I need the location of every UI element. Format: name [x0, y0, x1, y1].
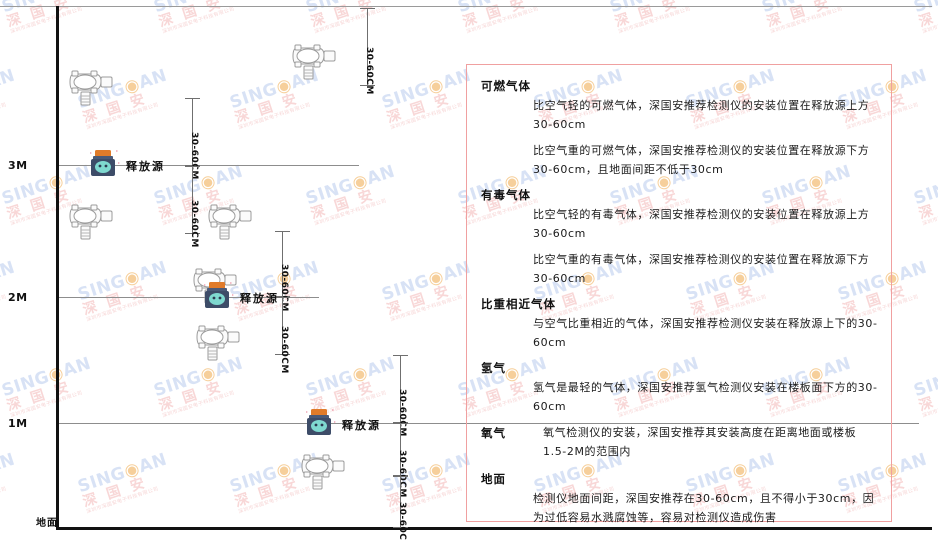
guideline-section: 比重相近气体与空气比重相近的气体，深国安推荐检测仪安装在释放源上下的30-60c…: [481, 296, 879, 353]
dimension-bar: [400, 423, 401, 476]
dimension-cap-bottom: [275, 354, 290, 355]
gas-detector-icon: [195, 323, 243, 369]
guideline-heading: 有毒气体: [481, 187, 531, 202]
level-line-3m: [59, 165, 359, 166]
dimension-cap-bottom: [275, 296, 290, 297]
release-source-icon: [202, 279, 236, 317]
dimension-bar: [192, 166, 193, 234]
dimension-30-60cm: 30-60CM: [355, 8, 379, 95]
dimension-30-60cm: 30-60CM: [270, 297, 294, 374]
guideline-section: 地面检测仪地面间距，深国安推荐在30-60cm，且不得小于30cm，因为过低容易…: [481, 471, 879, 528]
gas-detector-glyph: [69, 70, 113, 106]
guideline-paragraph: 检测仪地面间距，深国安推荐在30-60cm，且不得小于30cm，因为过低容易水溅…: [533, 491, 875, 524]
watermark-brand-en: SING◉AN: [0, 449, 18, 478]
dimension-label: 30-60CM: [279, 326, 289, 374]
watermark-brand-cn: 深 国 安: [0, 468, 22, 511]
watermark-brand-en: SING◉AN: [0, 65, 18, 94]
dimension-cap-top: [393, 355, 408, 356]
dimension-cap-top: [275, 297, 290, 298]
dimension-cap-bottom: [360, 85, 375, 86]
dimension-30-60cm: 30-60CM: [180, 98, 204, 180]
guideline-paragraph: 氢气是最轻的气体，深国安推荐氢气检测仪安装在楼板面下方的30-60cm: [533, 381, 878, 413]
gas-detector-icon: [291, 42, 339, 88]
panel-content: 可燃气体 比空气轻的可燃气体，深国安推荐检测仪的安装位置在释放源上方30-60cm…: [467, 65, 891, 541]
axis-label-2m: 2M: [8, 291, 28, 304]
gas-detector-glyph: [301, 454, 345, 490]
dimension-30-60cm: 30-60CM: [270, 231, 294, 312]
watermark-company: 深圳市深国安电子科技有限公司: [0, 101, 8, 131]
dimension-bar: [282, 231, 283, 297]
guideline-paragraph: 比空气轻的可燃气体，深国安推荐检测仪的安装位置在释放源上方30-60cm: [533, 99, 870, 132]
dimension-30-60cm: 30-60CM: [388, 423, 412, 497]
dimension-bar: [367, 8, 368, 86]
watermark-company: 深圳市深国安电子科技有限公司: [0, 485, 8, 515]
level-line-2m: [59, 297, 319, 298]
dimension-cap-top: [393, 476, 408, 477]
guideline-paragraph: 比空气重的可燃气体，深国安推荐检测仪的安装位置在释放源下方30-60cm，且地面…: [533, 144, 870, 176]
guideline-heading: 比重相近气体: [481, 296, 556, 311]
gas-detector-icon: [68, 202, 116, 248]
dimension-bar: [400, 355, 401, 423]
dimension-cap-bottom: [185, 165, 200, 166]
guideline-heading: 可燃气体: [481, 79, 531, 93]
dimension-label: 30-60CM: [189, 200, 199, 248]
guideline-paragraph: 比空气重的有毒气体，深国安推荐检测仪的安装位置在释放源下方30-60cm: [533, 252, 870, 285]
guideline-heading: 氧气: [481, 425, 506, 440]
dimension-cap-top: [275, 231, 290, 232]
dimension-cap-top: [360, 8, 375, 9]
dimension-cap-bottom: [185, 233, 200, 234]
release-source-icon: [304, 406, 338, 444]
gas-detector-icon: [207, 202, 255, 248]
dimension-label: 30-60CM: [364, 47, 374, 95]
release-source-label: 释放源: [342, 419, 381, 432]
dimension-cap-top: [185, 166, 200, 167]
dimension-bar: [400, 476, 401, 528]
dimension-cap-bottom: [393, 527, 408, 528]
dimension-30-60cm: 30-60CM: [388, 476, 412, 541]
release-source-glyph: [90, 150, 120, 176]
release-source-glyph: [306, 409, 336, 435]
dimension-cap-top: [185, 98, 200, 99]
release-source-label: 释放源: [126, 160, 165, 173]
dimension-30-60cm: 30-60CM: [180, 166, 204, 248]
guideline-section: 氢气氢气是最轻的气体，深国安推荐氢气检测仪安装在楼板面下方的30-60cm: [481, 360, 879, 417]
dimension-bar: [192, 98, 193, 166]
guideline-section: 有毒气体 比空气轻的有毒气体，深国安推荐检测仪的安装位置在释放源上方30-60cm…: [481, 187, 879, 289]
dimension-cap-bottom: [393, 422, 408, 423]
guideline-heading: 氢气: [481, 360, 506, 375]
guideline-heading: 地面: [481, 471, 506, 486]
release-source-label: 释放源: [240, 292, 279, 305]
watermark-brand-cn: 深 国 安: [0, 84, 22, 127]
dimension-cap-top: [393, 423, 408, 424]
gas-detector-glyph: [69, 204, 113, 240]
level-line-1m: [59, 423, 919, 424]
ground-label: 地面: [36, 518, 58, 529]
guideline-paragraph: 比空气轻的有毒气体，深国安推荐检测仪的安装位置在释放源上方30-60cm: [533, 208, 870, 241]
gas-detector-glyph: [292, 44, 336, 80]
release-source-glyph: [204, 282, 234, 308]
dimension-bar: [282, 297, 283, 355]
guideline-paragraph: 氧气检测仪的安装，深国安推荐其安装高度在距离地面或楼板1.5-2M的范围内: [543, 425, 857, 458]
guideline-section: 氧气 氧气检测仪的安装，深国安推荐其安装高度在距离地面或楼板1.5-2M的范围内: [481, 424, 879, 468]
gas-detector-glyph: [196, 325, 240, 361]
guideline-paragraph: 与空气比重相近的气体，深国安推荐检测仪安装在释放源上下的30-60cm: [533, 317, 878, 349]
dimension-cap-bottom: [393, 475, 408, 476]
installation-guidelines-panel: 可燃气体 比空气轻的可燃气体，深国安推荐检测仪的安装位置在释放源上方30-60cm…: [466, 64, 892, 524]
dimension-label: 30-60CM: [397, 502, 407, 541]
gas-detector-icon: [68, 68, 116, 114]
dimension-30-60cm: 30-60CM: [388, 355, 412, 437]
guideline-section: 可燃气体 比空气轻的可燃气体，深国安推荐检测仪的安装位置在释放源上方30-60cm…: [481, 78, 879, 180]
gas-detector-icon: [300, 452, 348, 498]
release-source-icon: [88, 147, 122, 185]
top-rule: [0, 6, 932, 7]
axis-label-1m: 1M: [8, 417, 28, 430]
axis-label-3m: 3M: [8, 159, 28, 172]
gas-detector-glyph: [208, 204, 252, 240]
chart-frame: [56, 6, 932, 530]
